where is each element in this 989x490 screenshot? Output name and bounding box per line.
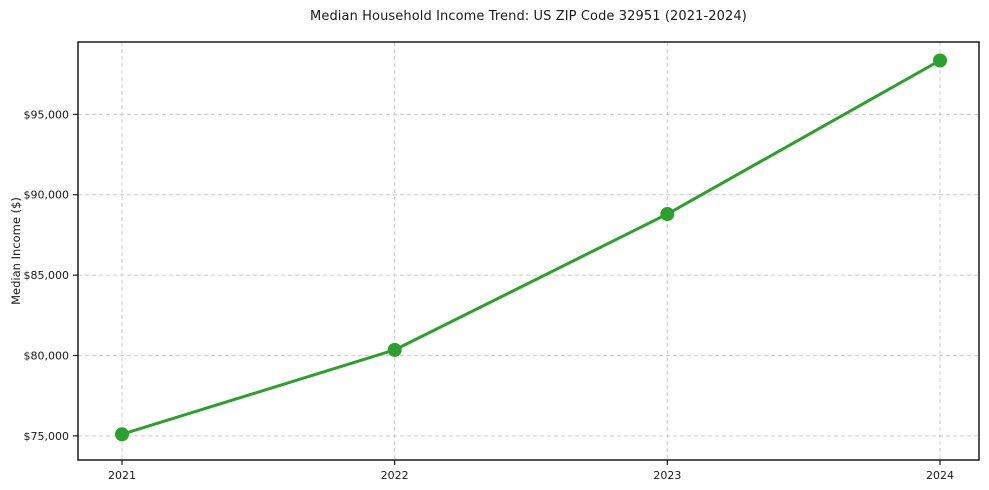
y-tick-label: $75,000 bbox=[24, 430, 70, 443]
x-tick-label: 2024 bbox=[926, 469, 954, 482]
data-point-marker bbox=[387, 342, 402, 357]
income-trend-line bbox=[120, 58, 942, 436]
data-point-marker bbox=[115, 427, 129, 442]
chart-title: Median Household Income Trend: US ZIP Co… bbox=[310, 9, 747, 24]
y-tick-label: $85,000 bbox=[24, 269, 70, 282]
data-point-marker bbox=[933, 53, 947, 68]
y-tick-label: $80,000 bbox=[24, 350, 70, 363]
plot-border bbox=[77, 41, 980, 461]
x-tick-label: 2022 bbox=[381, 469, 409, 482]
x-tick-label: 2021 bbox=[108, 469, 136, 482]
y-tick-label: $95,000 bbox=[24, 108, 70, 121]
x-tick-label: 2023 bbox=[653, 469, 681, 482]
y-tick-label: $90,000 bbox=[24, 189, 70, 202]
data-point-marker bbox=[660, 207, 675, 222]
